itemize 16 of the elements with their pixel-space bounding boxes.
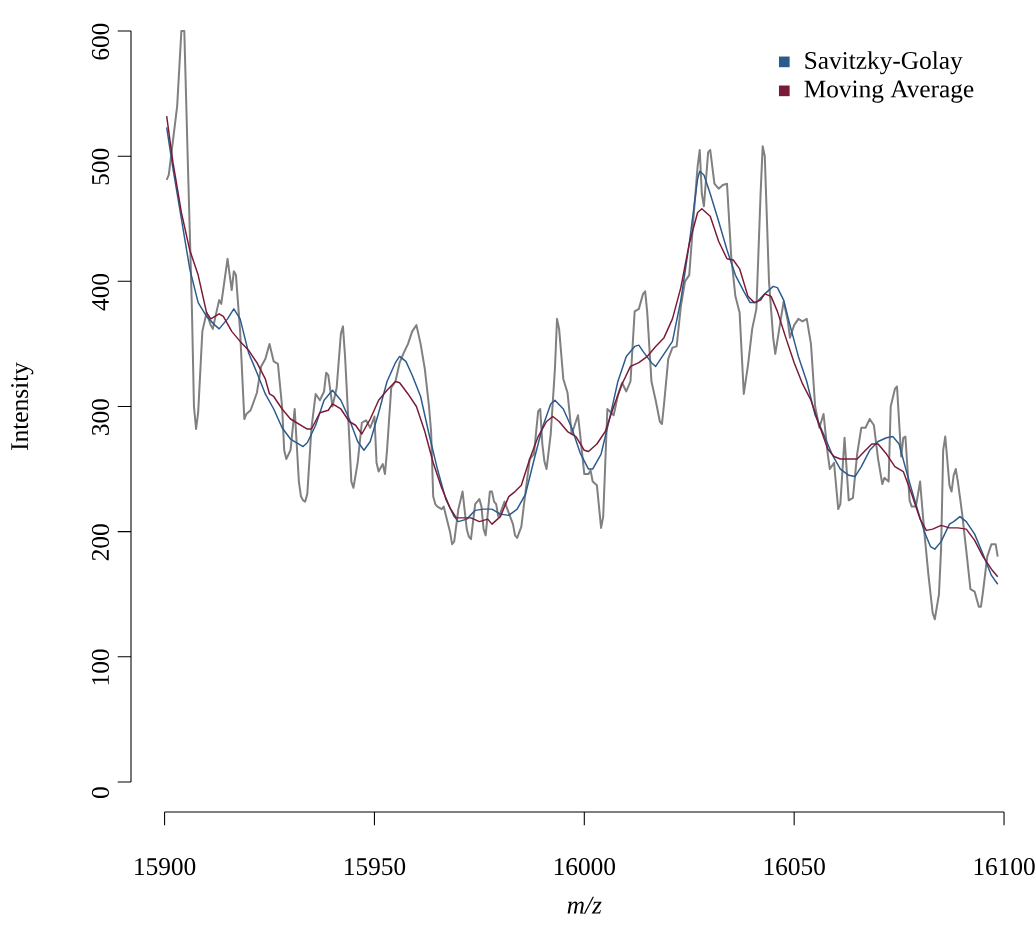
- y-tick-label: 200: [91, 524, 109, 561]
- y-tick-label: 0: [91, 787, 109, 798]
- y-tick-label: 400: [91, 273, 109, 311]
- y-tick-label: 600: [91, 23, 109, 60]
- x-tick-label: 15950: [344, 858, 406, 876]
- y-tick-label: 100: [91, 649, 109, 685]
- legend-label: Moving Average: [804, 80, 974, 103]
- y-tick-label: 300: [91, 399, 109, 435]
- x-tick-label: 16100: [974, 858, 1035, 876]
- x-tick-label: 16050: [764, 858, 825, 876]
- legend-label: Savitzky-Golay: [805, 51, 963, 75]
- x-tick-label: 15900: [135, 858, 196, 876]
- y-tick-label: 500: [91, 148, 109, 185]
- x-axis-title: m/z: [567, 896, 602, 914]
- y-axis-title: Intensity: [11, 362, 34, 450]
- x-tick-label: 16000: [554, 858, 615, 876]
